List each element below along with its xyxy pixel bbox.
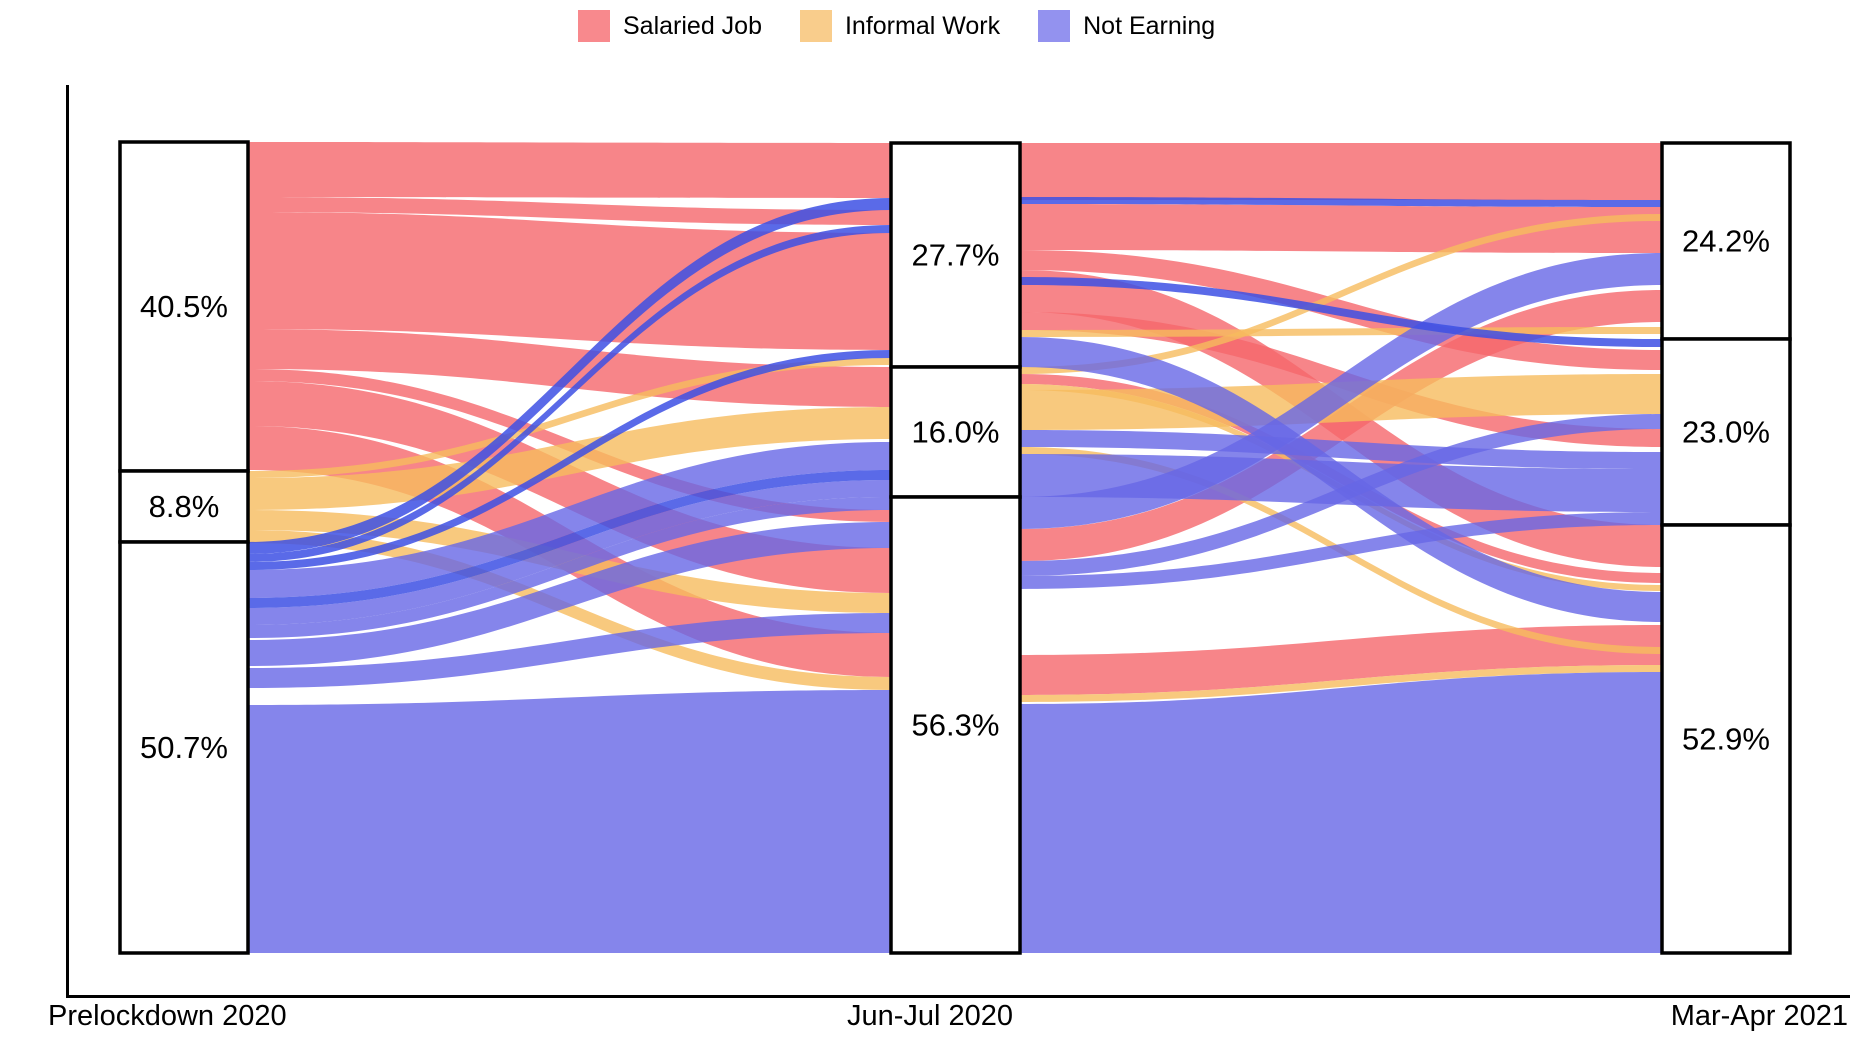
sankey-ribbon-red (248, 329, 891, 407)
node-box-M-sal (889, 141, 1022, 369)
sankey-ribbon-blue (1020, 253, 1662, 529)
sankey-ribbon-bright (1020, 197, 1662, 207)
sankey-nodes (118, 140, 1792, 955)
node-percentage-label-M-inf: 16.0% (912, 415, 1000, 450)
sankey-ribbon-bright (248, 470, 891, 608)
legend-label-salaried: Salaried Job (623, 11, 762, 40)
x-axis-line (66, 995, 1850, 998)
node-percentage-label-M-not: 56.3% (912, 708, 1000, 743)
node-box-R-inf (1660, 337, 1792, 527)
sankey-ribbon-orange (1020, 327, 1662, 337)
legend-item-notearning: Not Earning (1038, 10, 1215, 42)
sankey-ribbon-orange (248, 358, 891, 478)
sankey-ribbon-blue (248, 442, 891, 598)
sankey-ribbon-blue (248, 480, 891, 625)
node-percentage-label-L-sal: 40.5% (140, 289, 228, 324)
x-tick-marapr: Mar-Apr 2021 (1670, 1000, 1848, 1032)
informal-swatch-icon (799, 10, 832, 42)
sankey-ribbon-bright (1020, 277, 1662, 347)
salaried-swatch-icon (578, 10, 610, 42)
sankey-ribbon-red (1020, 143, 1662, 200)
node-box-R-not (1660, 523, 1792, 955)
sankey-ribbon-blue (1020, 430, 1662, 469)
node-percentage-label-R-sal: 24.2% (1682, 224, 1770, 259)
sankey-ribbon-bright (248, 198, 891, 554)
y-axis-line (66, 85, 69, 998)
node-percentage-label-L-not: 50.7% (140, 730, 228, 765)
node-box-L-not (118, 540, 250, 955)
sankey-ribbon-red (248, 197, 891, 225)
legend: Salaried Job Informal Work Not Earning (578, 10, 1215, 42)
notearning-swatch-icon (1038, 10, 1071, 42)
sankey-ribbon-bright (248, 225, 891, 562)
sankey-ribbon-red (248, 142, 891, 198)
sankey-ribbon-blue (248, 690, 891, 953)
node-percentage-label-R-not: 52.9% (1682, 722, 1770, 757)
sankey-ribbon-orange (248, 530, 891, 690)
sankey-ribbon-blue (248, 613, 891, 688)
sankey-ribbon-blue (1020, 672, 1662, 953)
sankey-ribbon-red (1020, 290, 1662, 561)
node-box-M-not (889, 495, 1022, 955)
sankey-node-labels: 40.5% 8.8% 50.7% 27.7% 16.0% 56.3% 24.2% 23.0% 5… (140, 224, 1770, 766)
sankey-ribbon-bright (248, 350, 891, 570)
legend-label-informal: Informal Work (844, 11, 1001, 40)
node-box-L-inf (118, 469, 250, 544)
x-tick-junjul: Jun-Jul 2020 (846, 1000, 1014, 1032)
sankey-ribbons (248, 142, 1662, 953)
axes (66, 85, 1850, 998)
x-tick-prelockdown: Prelockdown 2020 (48, 1000, 287, 1032)
node-percentage-label-R-inf: 23.0% (1682, 415, 1770, 450)
sankey-ribbon-blue (1020, 512, 1662, 589)
sankey-ribbon-blue (248, 497, 891, 638)
sankey-ribbon-blue (1020, 414, 1662, 576)
sankey-ribbon-orange (1020, 665, 1662, 702)
node-percentage-label-M-sal: 27.7% (912, 238, 1000, 273)
sankey-ribbon-orange (1020, 214, 1662, 374)
sankey-ribbon-red (248, 212, 891, 350)
node-box-M-inf (889, 365, 1022, 499)
sankey-ribbon-blue (248, 522, 891, 666)
node-percentage-label-L-inf: 8.8% (149, 489, 220, 524)
legend-label-notearning: Not Earning (1083, 11, 1216, 40)
legend-item-salaried: Salaried Job (578, 10, 762, 42)
sankey-ribbon-red (1020, 204, 1662, 253)
legend-item-informal: Informal Work (799, 10, 1001, 42)
sankey-ribbon-red (1020, 625, 1662, 695)
